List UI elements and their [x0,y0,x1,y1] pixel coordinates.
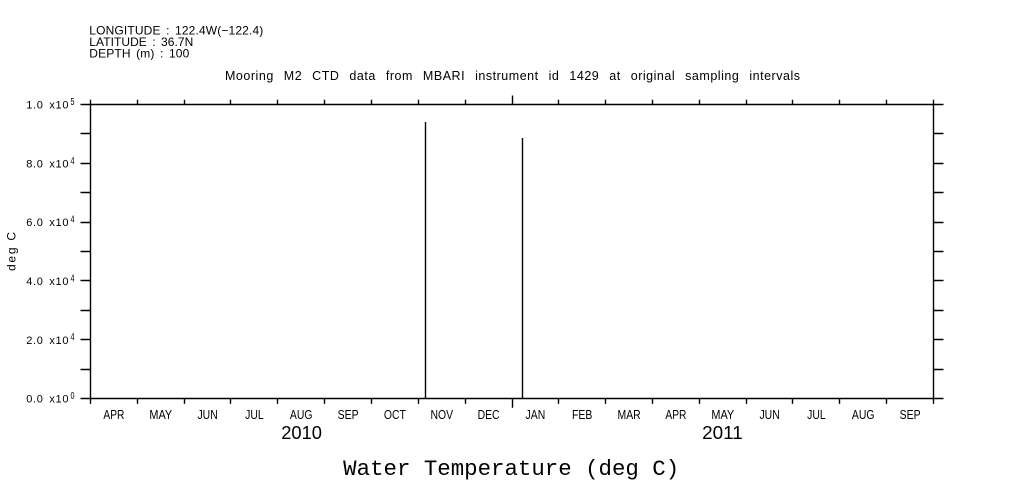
svg-text:AUG: AUG [852,408,875,422]
svg-text:JUL: JUL [807,408,826,422]
svg-text:APR: APR [665,408,686,422]
svg-text:5: 5 [71,97,75,108]
svg-text:1.0 x10: 1.0 x10 [26,100,68,112]
svg-text:4: 4 [71,156,75,167]
svg-text:MAY: MAY [149,408,172,422]
svg-text:2010: 2010 [281,422,322,443]
svg-text:FEB: FEB [572,408,592,422]
svg-text:JUL: JUL [245,408,264,422]
svg-text:DEC: DEC [478,408,500,422]
svg-text:Mooring M2 CTD data from MBARI: Mooring M2 CTD data from MBARI instrumen… [225,69,800,83]
svg-text:0: 0 [71,391,75,402]
svg-text:0.0 x10: 0.0 x10 [26,394,68,406]
svg-text:4.0 x10: 4.0 x10 [26,276,68,288]
svg-text:JUN: JUN [197,408,217,422]
svg-text:SEP: SEP [338,408,359,422]
svg-text:MAY: MAY [711,408,734,422]
svg-text:8.0 x10: 8.0 x10 [26,158,68,170]
svg-text:4: 4 [71,273,75,284]
svg-text:2011: 2011 [702,422,743,443]
svg-text:4: 4 [71,215,75,226]
svg-text:SEP: SEP [900,408,921,422]
svg-text:LATITUDE : 36.7N: LATITUDE : 36.7N [89,35,193,49]
svg-text:AUG: AUG [290,408,313,422]
svg-text:deg C: deg C [5,232,19,271]
svg-text:4: 4 [71,332,75,343]
svg-text:OCT: OCT [384,408,406,422]
svg-text:LONGITUDE : 122.4W(−122.4): LONGITUDE : 122.4W(−122.4) [89,24,263,38]
svg-text:JAN: JAN [526,408,546,422]
svg-text:2.0 x10: 2.0 x10 [26,335,68,347]
svg-text:MAR: MAR [618,408,641,422]
svg-text:JUN: JUN [759,408,779,422]
svg-text:DEPTH (m) : 100: DEPTH (m) : 100 [89,47,189,61]
svg-text:6.0 x10: 6.0 x10 [26,217,68,229]
svg-text:Water Temperature (deg C): Water Temperature (deg C) [343,457,679,482]
svg-text:NOV: NOV [431,408,454,422]
svg-text:APR: APR [103,408,124,422]
